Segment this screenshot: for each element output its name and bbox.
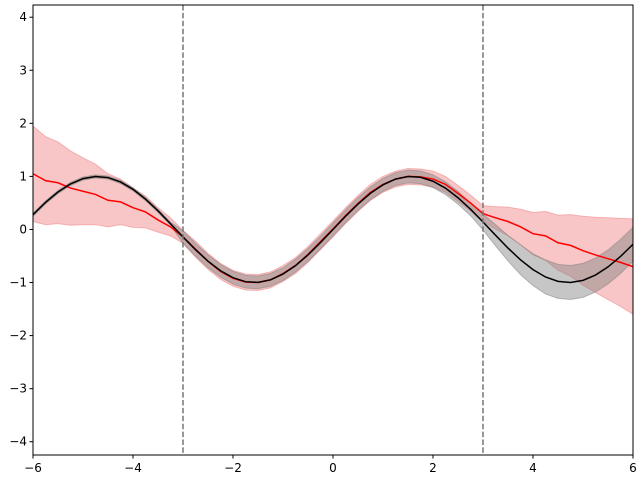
y-tick-label: −3	[9, 382, 27, 396]
x-tick-label: −6	[24, 461, 42, 475]
y-tick-label: −2	[9, 329, 27, 343]
y-tick-label: −4	[9, 435, 27, 449]
y-tick-label: −1	[9, 276, 27, 290]
y-tick-label: 0	[19, 222, 27, 236]
line	[32, 175, 634, 284]
y-tick-label: 3	[19, 63, 27, 77]
x-tick-label: −4	[124, 461, 142, 475]
x-tick-label: 4	[529, 461, 537, 475]
x-tick-label: 6	[629, 461, 637, 475]
y-tick-label: 4	[19, 10, 27, 24]
x-tick-label: 0	[329, 461, 337, 475]
y-tick-label: 1	[19, 169, 27, 183]
x-tick-label: −2	[224, 461, 242, 475]
x-tick-label: 2	[429, 461, 437, 475]
y-tick-label: 2	[19, 116, 27, 130]
